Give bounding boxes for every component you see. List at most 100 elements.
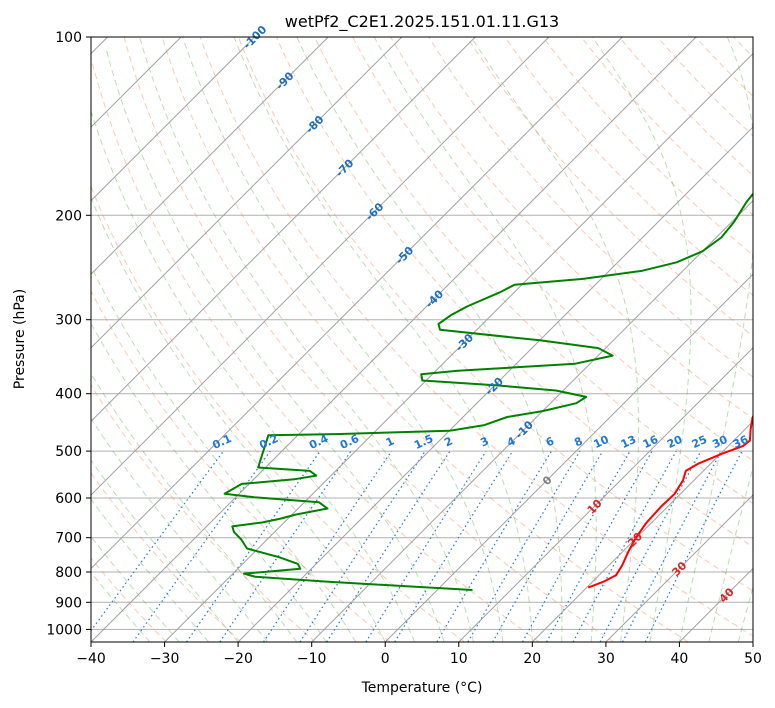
isotherm-line [91,37,550,496]
y-tick-label: 100 [55,30,82,46]
isotherm-line [91,37,476,423]
y-tick-label: 400 [55,387,82,403]
moist-adiabat [233,37,533,642]
x-tick-label: 30 [597,651,615,667]
moist-adiabat [737,585,753,642]
moist-adiabat [91,109,416,642]
moist-adiabat [678,37,753,642]
x-axis-title: Temperature (°C) [361,680,483,696]
plot-area: 0.1 0.2 0.4 0.6 1 1.5 2 3 4 6 8 10 13 16 20 25 30 36-100-… [90,23,754,643]
moist-adiabat [91,322,327,642]
moist-adiabat [91,196,386,642]
mixing-ratio-line [394,450,514,642]
mixing-ratio-line [521,450,631,642]
moist-adiabat [373,37,597,642]
x-tick-label: −10 [297,651,327,667]
temperature-profile-line [587,413,753,589]
mixing-ratio-label: 30 [710,433,730,451]
axes: −40 −30 −20 −10 0 10 20 30 40 50 100 200 300 400 500 60… [46,30,762,667]
pressure-gridlines [91,37,753,630]
dry-adiabat [618,37,753,177]
dry-adiabat [237,37,753,592]
mixing-ratio-label: 20 [665,433,685,451]
moist-adiabat [708,465,753,642]
y-tick-label: 300 [55,313,82,329]
moist-adiabat [470,37,640,642]
dry-adiabat [466,37,753,337]
isotherm-line [458,347,753,642]
mixing-ratio-line [299,450,426,642]
dry-adiabat [91,185,465,642]
x-tick-label: 50 [744,651,762,667]
x-tick-label: −40 [76,651,106,667]
moist-adiabat [91,459,239,642]
y-tick-label: 600 [55,491,82,507]
mixing-ratio-label: 36 [731,433,751,451]
dry-adiabat [390,37,753,420]
isotherm-line [91,37,623,570]
x-tick-label: 40 [670,651,688,667]
mixing-ratio-lines [91,450,743,642]
y-tick-label: 800 [55,565,82,581]
y-tick-label: 700 [55,531,82,547]
dry-adiabat [161,37,689,642]
mixing-ratio-line [467,450,581,642]
x-tick-label: −20 [223,651,253,667]
isotherm-line [311,199,753,642]
y-axis-title: Pressure (hPa) [12,289,28,389]
isotherm-line [91,37,403,349]
isotherm-line [605,494,753,642]
y-tick-label: 900 [55,595,82,611]
dry-adiabat [504,37,753,296]
plot-frame [90,36,754,643]
dry-adiabat [91,55,540,642]
mixing-ratio-label: 25 [690,433,709,451]
mixing-ratio-line [436,450,553,642]
dry-adiabat [199,37,753,637]
dewpoint-profile-line [223,192,753,591]
dry-adiabat [314,37,753,505]
moist-adiabat [91,417,268,642]
mixing-ratio-line [365,450,487,642]
x-tick-label: 10 [450,651,468,667]
mixing-ratio-line [492,450,604,642]
dry-adiabat [580,37,753,216]
dry-adiabats [91,37,753,642]
isotherm-line [164,52,753,642]
moist-adiabat [591,37,692,642]
y-tick-label: 500 [55,444,82,460]
dry-adiabat [428,37,753,378]
mixing-ratio-line [91,450,224,632]
mixing-ratio-line [326,450,451,642]
moist-adiabat [91,372,298,642]
isotherm-line [91,37,697,642]
mixing-ratio-label: 16 [641,433,661,451]
chart-title: wetPf2_C2E1.2025.151.01.11.G13 [285,12,559,32]
x-tick-label: −30 [150,651,180,667]
moist-adiabat [91,265,357,642]
dry-adiabat [91,384,316,642]
dry-adiabat [352,37,753,462]
mixing-ratio-line [132,450,271,642]
dry-adiabat [275,37,753,548]
dry-adiabat [123,37,614,642]
mixing-ratio-line [186,450,321,642]
moist-adiabat [105,49,445,642]
isotherm-line [91,37,256,202]
moist-adiabat [139,37,474,642]
dry-adiabat [91,289,391,642]
x-tick-label: 0 [381,651,390,667]
mixing-ratio-label: 10 [592,433,612,451]
moist-adiabat [296,37,563,642]
sounding-series [223,192,753,591]
mixing-ratio-line [572,450,677,642]
y-tick-label: 1000 [46,622,82,638]
mixing-ratio-label: 13 [619,433,638,451]
x-tick-label: 20 [523,651,541,667]
y-tick-label: 200 [55,208,82,224]
isotherm-line [384,273,753,642]
moist-adiabat [182,37,504,642]
isotherm-line [91,37,329,275]
